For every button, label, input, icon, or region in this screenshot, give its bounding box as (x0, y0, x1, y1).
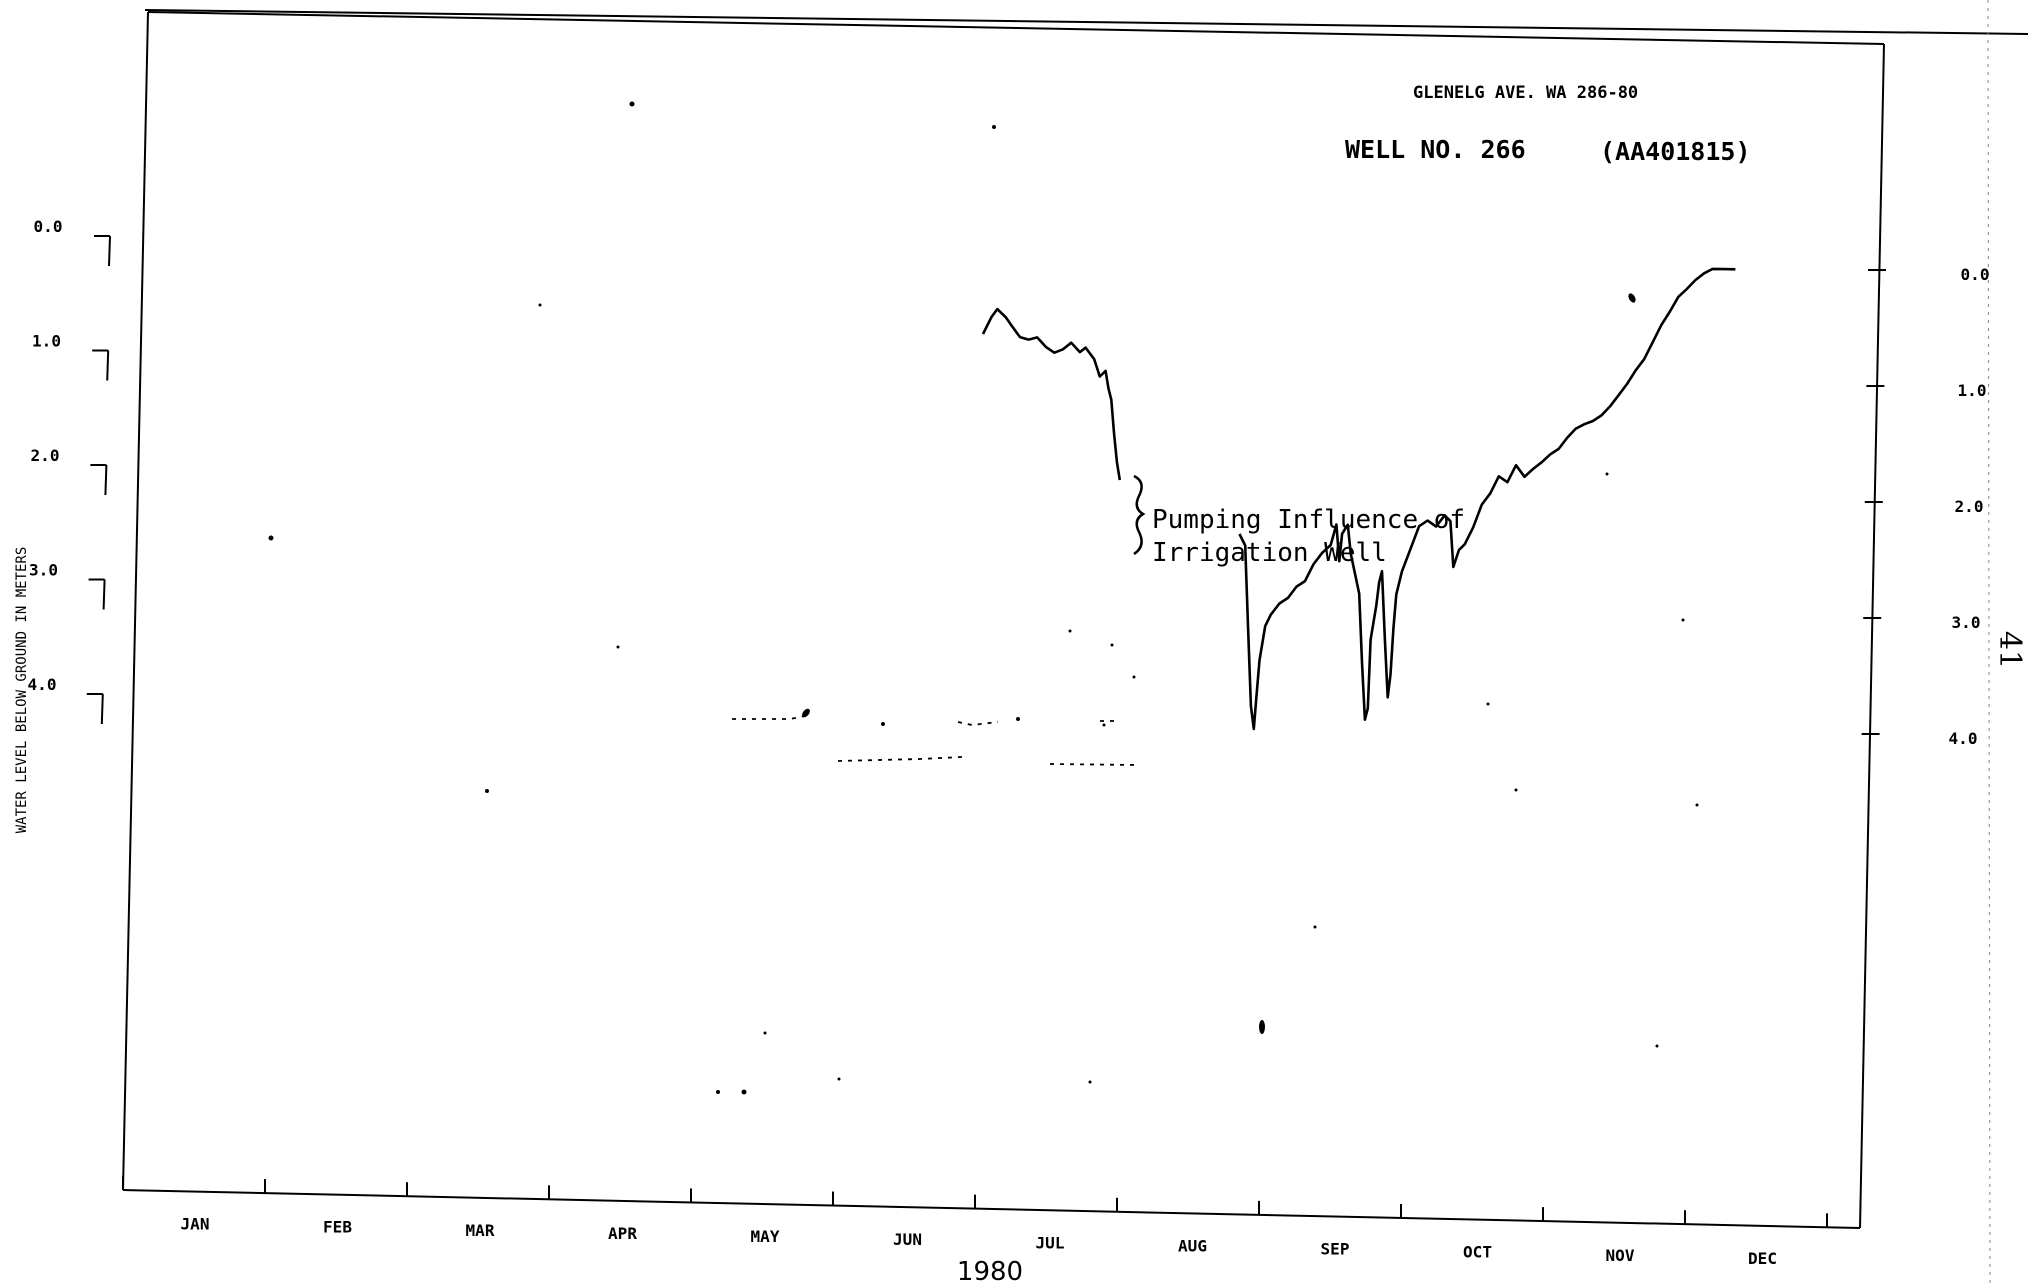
x-axis-label: 1980 (957, 1257, 1023, 1287)
month-label: JUL (1036, 1233, 1065, 1252)
header-line2: WELL NO. 266 (1345, 135, 1526, 164)
page-number: 41 (1992, 631, 2027, 669)
y-tick-label-right: 0.0 (1961, 265, 1990, 284)
y-tick-label-left: 1.0 (32, 332, 61, 351)
month-label: FEB (323, 1218, 352, 1237)
data-series (981, 267, 1736, 731)
month-label: DEC (1748, 1249, 1777, 1268)
y-tick-left-stub (104, 464, 108, 496)
month-label: AUG (1178, 1236, 1207, 1255)
month-label: OCT (1463, 1243, 1492, 1262)
scan-specks (268, 101, 1699, 1095)
month-label: SEP (1321, 1240, 1350, 1259)
header-line1: GLENELG AVE. WA 286-80 (1413, 83, 1638, 103)
y-tick-label-left: 0.0 (34, 217, 63, 236)
month-label: JAN (181, 1215, 210, 1234)
y-axis-label: WATER LEVEL BELOW GROUND IN METERS (14, 547, 30, 834)
y-tick-label-left: 4.0 (28, 675, 57, 694)
y-tick-label-left: 2.0 (31, 446, 60, 465)
y-tick-label-right: 3.0 (1952, 613, 1981, 632)
y-tick-label-right: 1.0 (1958, 381, 1987, 400)
series-line (981, 307, 1122, 481)
annotation-line2: Irrigation Well (1152, 538, 1387, 568)
y-tick-left-stub (108, 235, 111, 267)
y-tick-left-stub (106, 350, 110, 381)
frame-left (122, 11, 149, 1191)
header-id: (AA401815) (1600, 137, 1751, 166)
right-scan-edge (1987, 0, 1991, 1287)
month-label: MAR (466, 1221, 495, 1240)
frame-bottom (122, 1189, 1861, 1229)
y-axis-right: 0.0 1.0 2.0 3.0 4.0 (1861, 265, 1990, 748)
month-label: MAY (751, 1227, 780, 1246)
x-axis: JAN FEB MAR APR MAY JUN JUL AUG SEP OCT NOV DEC (122, 1176, 1828, 1268)
month-label: APR (608, 1224, 637, 1243)
frame-top (147, 11, 1885, 45)
y-tick-label-right: 2.0 (1955, 497, 1984, 516)
y-tick-label-right: 4.0 (1949, 729, 1978, 748)
annotation-line1: Pumping Influence of (1152, 505, 1465, 535)
dashed-scan-traces (732, 715, 1139, 766)
y-tick-label-left: 3.0 (29, 561, 58, 580)
top-border-line (144, 9, 2028, 35)
month-label: JUN (893, 1230, 922, 1249)
frame-right (1859, 43, 1885, 1229)
y-axis-left: 0.0 1.0 2.0 3.0 4.0 (28, 217, 111, 725)
annotation-brace (1133, 474, 1146, 556)
y-tick-left-stub (102, 579, 106, 610)
month-label: NOV (1606, 1246, 1635, 1265)
y-tick-left-stub (100, 693, 104, 725)
series-line (1238, 267, 1736, 731)
